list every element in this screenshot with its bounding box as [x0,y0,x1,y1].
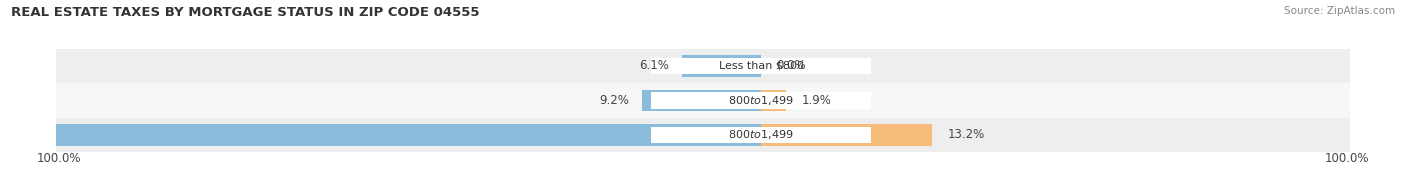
Bar [56,49,1350,83]
Text: 0.0%: 0.0% [776,59,807,73]
Bar [651,127,872,143]
Bar [56,118,1350,152]
Bar [0,124,761,145]
Bar [651,58,872,74]
Bar [682,55,761,77]
Text: 100.0%: 100.0% [37,152,82,165]
Bar [761,124,932,145]
Text: 6.1%: 6.1% [640,59,669,73]
Text: 13.2%: 13.2% [948,128,984,141]
Text: 1.9%: 1.9% [801,94,831,107]
Text: Less than $800: Less than $800 [718,61,804,71]
Bar [651,92,872,109]
Bar [56,83,1350,118]
Bar [643,90,761,111]
Text: 100.0%: 100.0% [1324,152,1369,165]
Text: REAL ESTATE TAXES BY MORTGAGE STATUS IN ZIP CODE 04555: REAL ESTATE TAXES BY MORTGAGE STATUS IN … [11,6,479,19]
Text: $800 to $1,499: $800 to $1,499 [728,94,794,107]
Text: $800 to $1,499: $800 to $1,499 [728,128,794,141]
Text: 9.2%: 9.2% [599,94,630,107]
Bar [761,90,786,111]
Text: Source: ZipAtlas.com: Source: ZipAtlas.com [1284,6,1395,16]
